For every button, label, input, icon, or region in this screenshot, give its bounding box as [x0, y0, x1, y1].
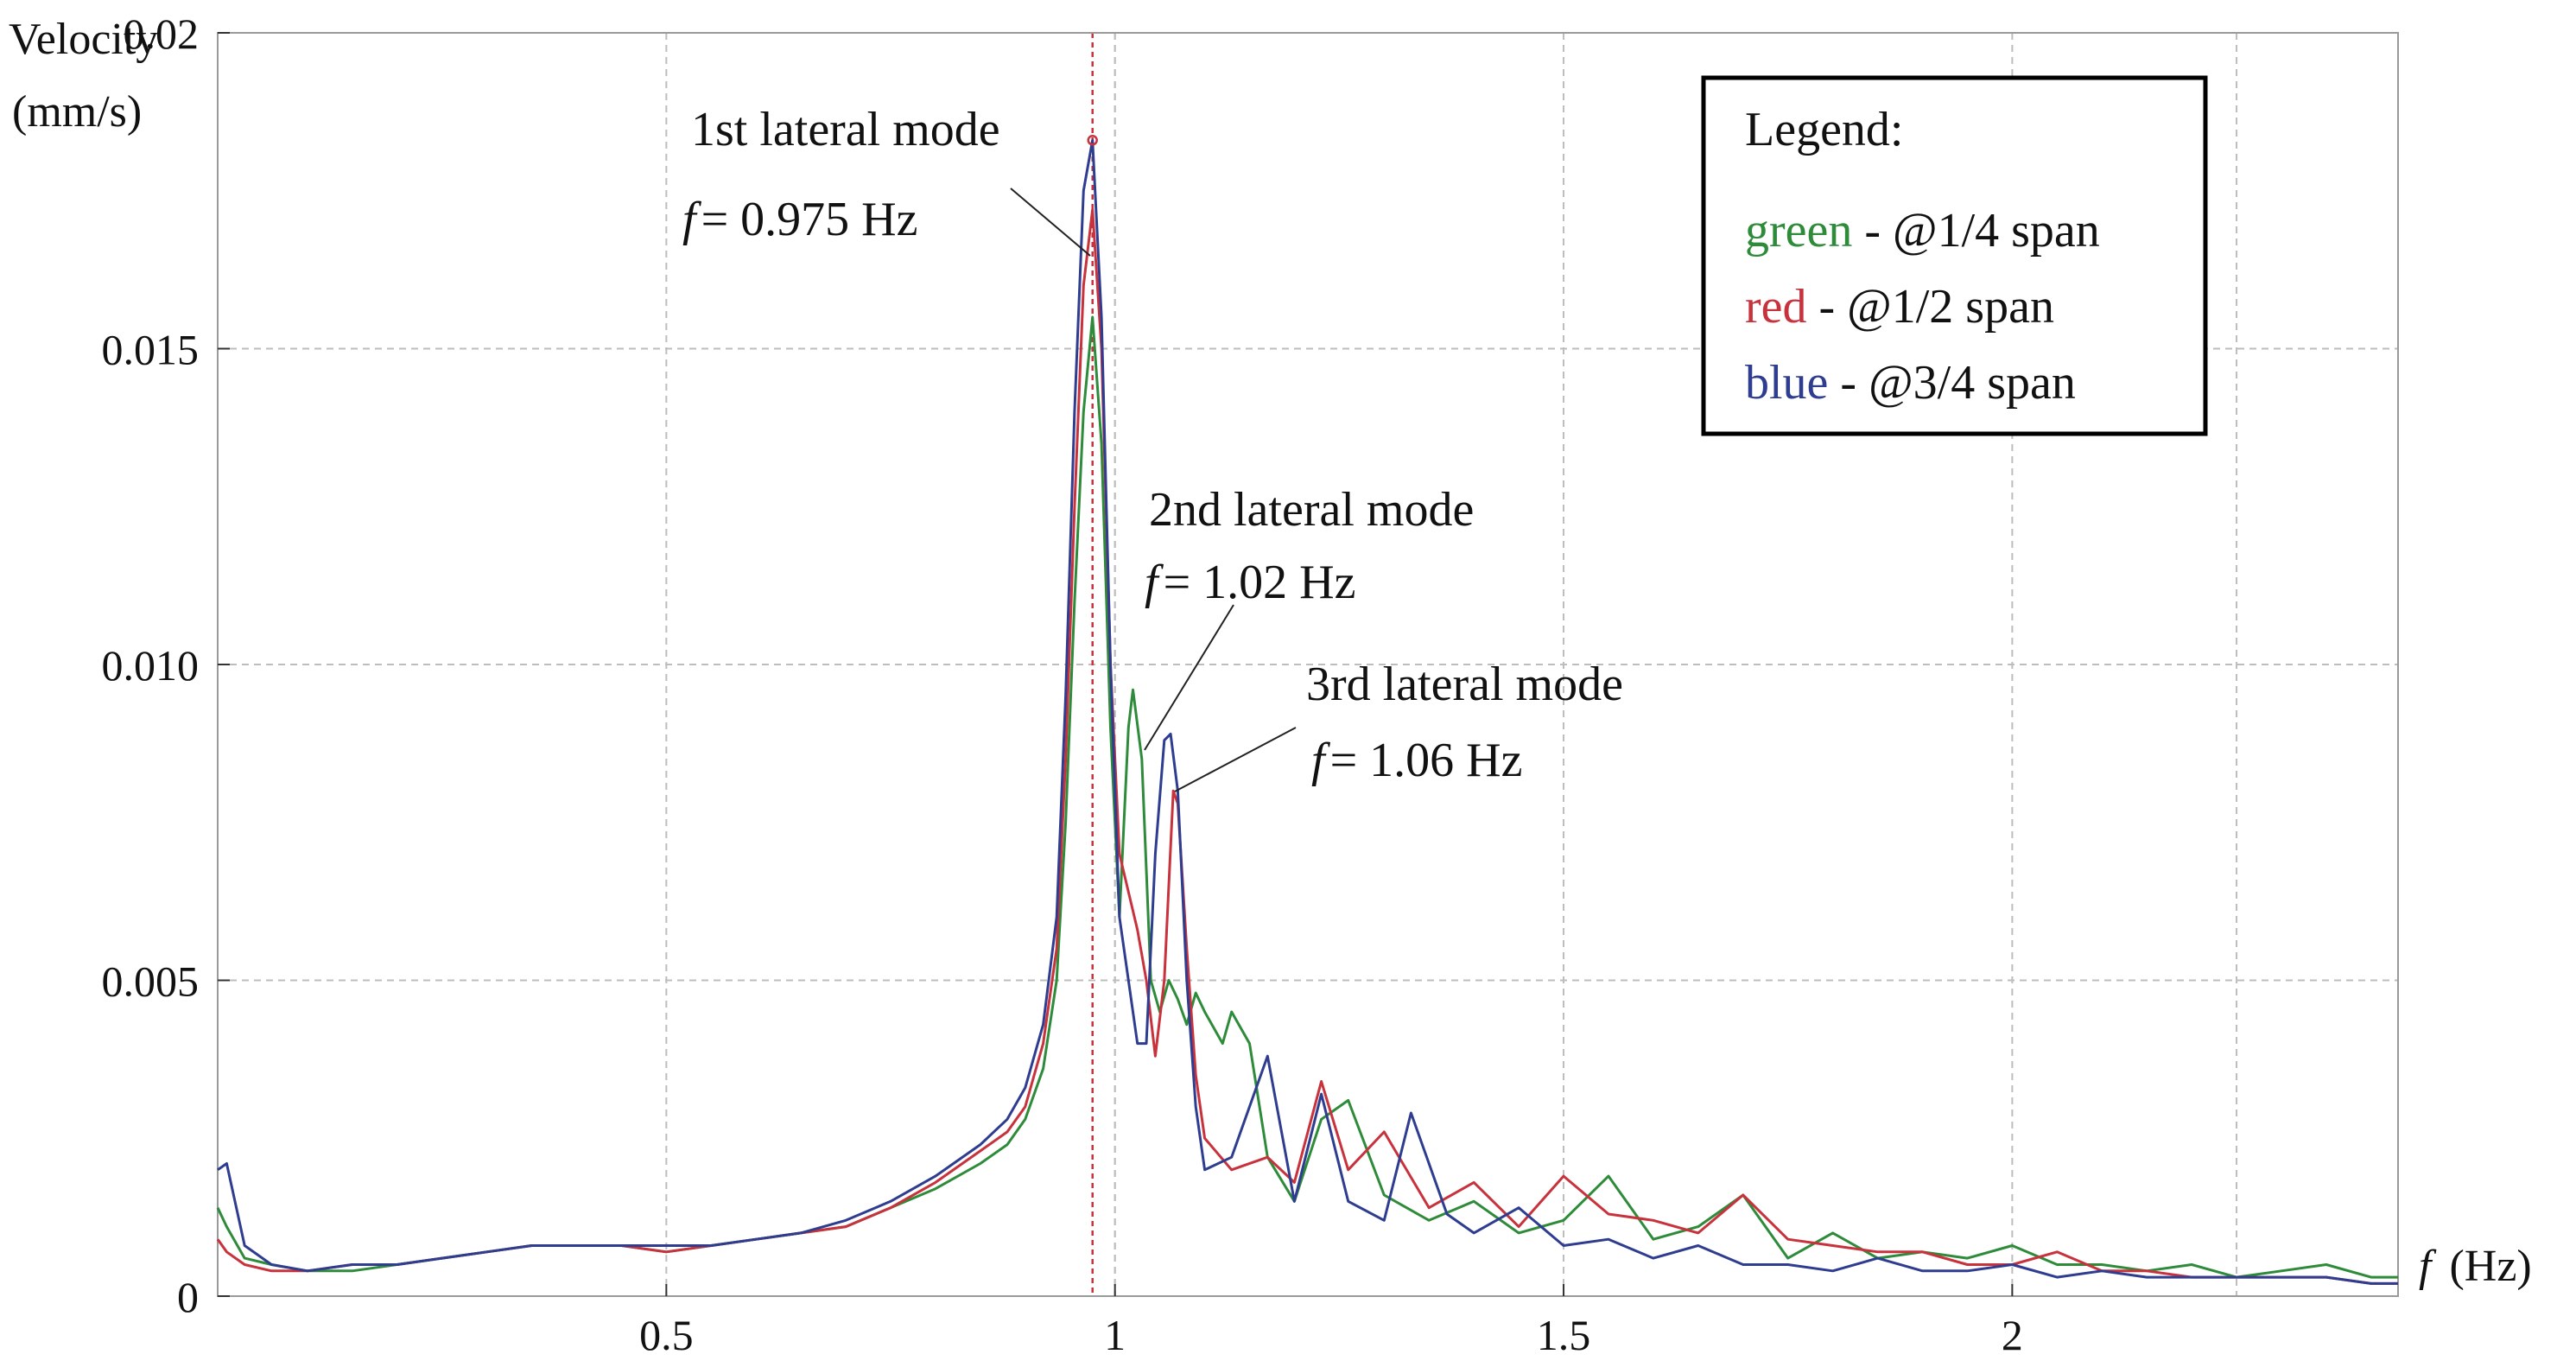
y-axis-label-line1: Velocity [9, 15, 158, 64]
annotation-mode2-value: = 1.02 Hz [1164, 556, 1356, 609]
legend-entry-blue: blue - @3/4 span [1745, 356, 2076, 410]
peak-marker [1087, 135, 1098, 146]
annotation-mode3-title: 3rd lateral mode [1306, 658, 1623, 711]
y-axis-label-line2: (mm/s) [12, 87, 142, 137]
x-tick-label: 2 [2002, 1311, 2023, 1359]
annotation-mode3-value: = 1.06 Hz [1330, 734, 1523, 787]
series-layer [216, 138, 2398, 1285]
x-axis-label-var: f [2419, 1242, 2437, 1291]
annotation-mode1-freq: f = 0.975 Hz [682, 193, 917, 246]
annotation-mode2-var: f [1145, 556, 1164, 609]
annotation-mode1-leader [1010, 188, 1091, 257]
annotation-mode2-leader [1144, 604, 1234, 751]
y-tick-label: 0.015 [102, 326, 200, 374]
annotation-mode1-var: f [682, 193, 702, 246]
legend-entry-green: green - @1/4 span [1745, 204, 2100, 258]
legend-desc-blue: - @3/4 span [1828, 356, 2075, 410]
y-tick-label: 0.005 [102, 957, 200, 1006]
legend-color-word-red: red [1745, 280, 1807, 334]
legend-color-word-green: green [1745, 204, 1852, 258]
legend: Legend: green - @1/4 span red - @1/2 spa… [1701, 75, 2208, 436]
legend-box [1701, 75, 2208, 436]
legend-title: Legend: [1745, 103, 1903, 156]
legend-entry-red: red - @1/2 span [1745, 280, 2054, 334]
x-tick-label: 0.5 [639, 1311, 694, 1359]
y-tick-label: 0 [177, 1273, 199, 1321]
annotation-mode1-title: 1st lateral mode [691, 103, 1000, 156]
annotation-mode3-leader [1174, 727, 1297, 792]
x-axis-label-unit: (Hz) [2449, 1242, 2531, 1291]
y-tick-label: 0.010 [102, 641, 200, 690]
y-tick-label: 0.02 [124, 10, 200, 58]
annotation-mode2-title: 2nd lateral mode [1149, 483, 1474, 537]
legend-desc-green: - @1/4 span [1852, 204, 2099, 258]
annotation-mode2-freq: f = 1.02 Hz [1145, 556, 1355, 609]
legend-desc-red: - @1/2 span [1807, 280, 2054, 334]
legend-color-word-blue: blue [1745, 356, 1828, 410]
annotation-mode1-value: = 0.975 Hz [701, 193, 918, 246]
annotation-mode3-var: f [1311, 734, 1331, 787]
series-line-blue [217, 138, 2398, 1285]
axes: 0.5 1 1.5 2 0 0.005 0.010 0.015 0.02 [102, 10, 2399, 1359]
x-axis-label: f (Hz) [2419, 1242, 2532, 1291]
series-line-red [216, 208, 2398, 1285]
annotation-mode3-freq: f = 1.06 Hz [1311, 734, 1522, 787]
x-tick-label: 1 [1104, 1311, 1126, 1359]
x-tick-label: 1.5 [1537, 1311, 1591, 1359]
